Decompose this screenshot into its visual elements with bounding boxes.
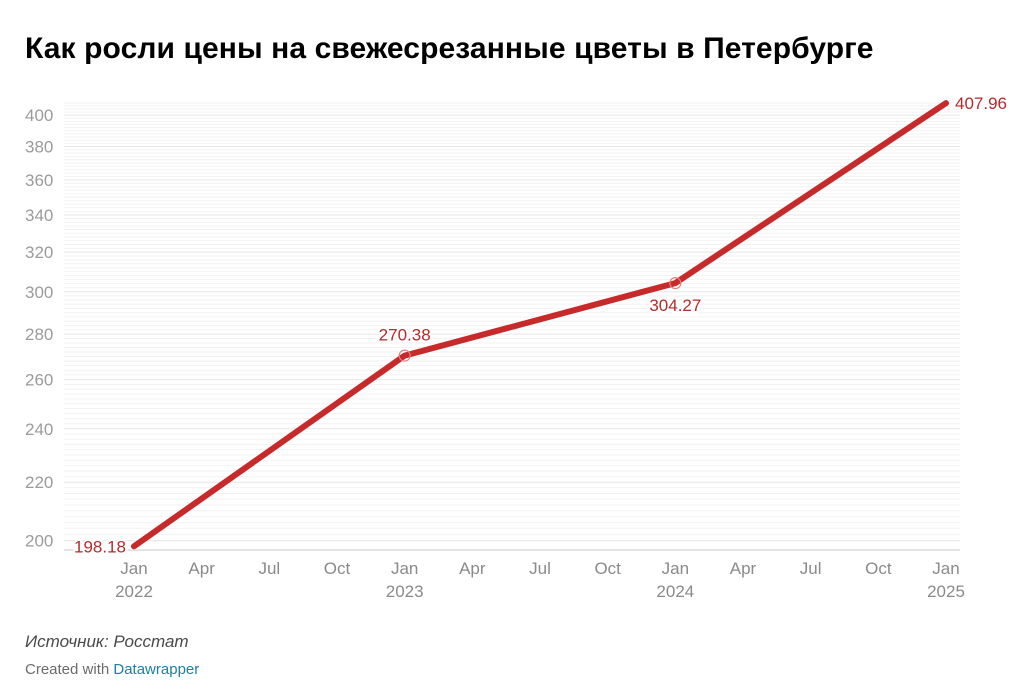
x-tick-label: Oct (594, 559, 621, 578)
y-tick-label: 380 (25, 138, 53, 157)
chart-title: Как росли цены на свежесрезанные цветы в… (25, 32, 874, 65)
y-tick-label: 280 (25, 325, 53, 344)
data-point-marker (669, 277, 682, 290)
major-gridlines: 200 220 240 260 280 300 320 340 360 380 400 (25, 106, 960, 551)
source-note: Источник: Росстат (25, 632, 189, 651)
data-label: 304.27 (649, 296, 701, 315)
y-tick-label: 220 (25, 473, 53, 492)
x-tick-label: Jul (258, 559, 280, 578)
y-tick-label: 360 (25, 171, 53, 190)
series-line (131, 100, 949, 550)
x-tick-label: Jul (800, 559, 822, 578)
x-tick-label: Oct (865, 559, 892, 578)
x-tick-label: Apr (730, 559, 757, 578)
x-tick-label: Apr (188, 559, 215, 578)
x-tick-label: Jan (120, 559, 147, 578)
x-tick-year-label: 2022 (115, 582, 153, 601)
y-tick-label: 320 (25, 243, 53, 262)
x-axis-ticks: Jan 2022 Apr Jul Oct Jan 2023 Apr Jul Oct Jan 2024 A… (115, 559, 965, 601)
x-tick-label: Oct (324, 559, 351, 578)
y-tick-label: 340 (25, 206, 53, 225)
y-tick-label: 260 (25, 371, 53, 390)
x-tick-year-label: 2023 (386, 582, 424, 601)
data-label: 198.18 (74, 537, 126, 556)
x-tick-label: Jan (932, 559, 959, 578)
x-tick-year-label: 2025 (927, 582, 965, 601)
x-tick-label: Jan (391, 559, 418, 578)
data-label: 270.38 (379, 326, 431, 345)
x-tick-label: Jul (529, 559, 551, 578)
minor-gridlines (64, 102, 960, 536)
x-tick-label: Apr (459, 559, 486, 578)
y-tick-label: 400 (25, 106, 53, 125)
y-tick-label: 300 (25, 283, 53, 302)
credit-line: Created with Datawrapper (25, 661, 199, 678)
y-tick-label: 200 (25, 532, 53, 551)
credit-text: Created with (25, 661, 114, 678)
data-point-marker (398, 349, 411, 362)
data-label: 407.96 (955, 94, 1007, 113)
x-tick-label: Jan (662, 559, 689, 578)
y-tick-label: 240 (25, 420, 53, 439)
x-tick-year-label: 2024 (656, 582, 694, 601)
datawrapper-link[interactable]: Datawrapper (113, 661, 200, 678)
